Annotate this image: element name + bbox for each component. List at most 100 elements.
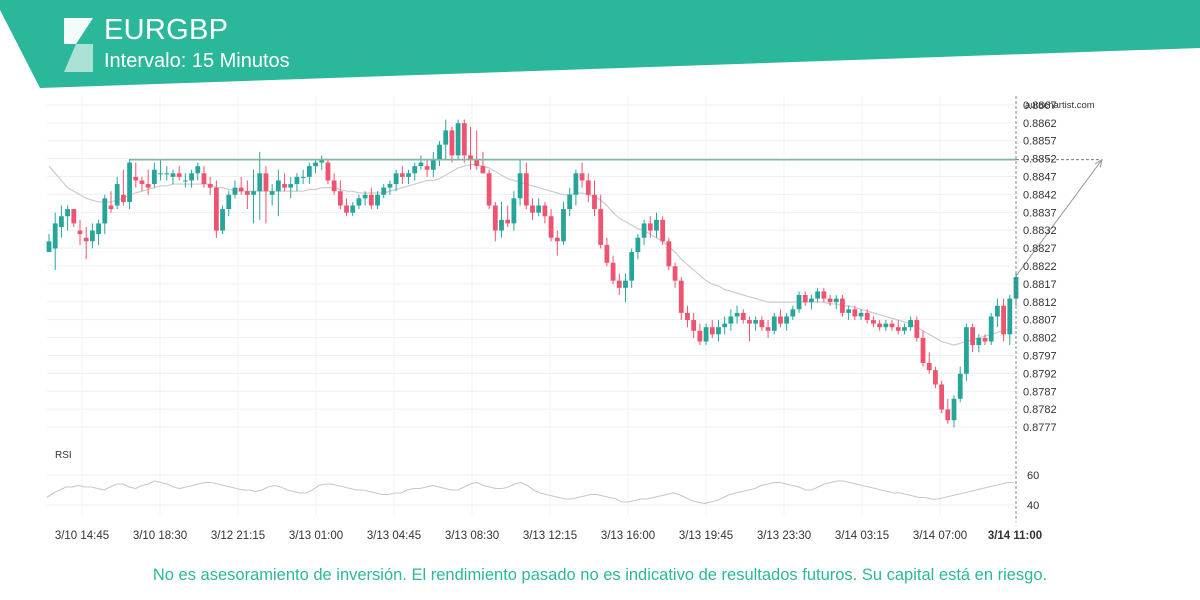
candle bbox=[660, 216, 666, 245]
candle-body bbox=[226, 194, 232, 210]
candle-body bbox=[957, 373, 963, 399]
candle-body bbox=[362, 194, 368, 199]
candle-body bbox=[592, 194, 597, 210]
candle-body bbox=[71, 209, 77, 224]
candle bbox=[176, 166, 182, 181]
candle-body bbox=[561, 209, 566, 242]
candle bbox=[790, 305, 796, 321]
candle-body bbox=[46, 241, 52, 253]
candle-body bbox=[306, 166, 312, 177]
candle-body bbox=[213, 187, 219, 231]
candle bbox=[269, 184, 275, 206]
candle-body bbox=[616, 280, 622, 288]
candle-body bbox=[288, 184, 294, 188]
candle-body bbox=[988, 316, 994, 342]
time-axis: 3/10 14:45 3/10 18:30 3/12 21:15 3/13 01:00… bbox=[55, 530, 1042, 542]
candle-body bbox=[709, 327, 715, 335]
candle bbox=[548, 209, 554, 242]
candle bbox=[833, 294, 839, 310]
candle-body bbox=[554, 237, 560, 242]
candle-body bbox=[282, 184, 287, 188]
candle-body bbox=[468, 155, 473, 159]
candle-body bbox=[294, 176, 300, 185]
candle-body bbox=[703, 327, 709, 342]
candle bbox=[83, 226, 89, 260]
candle bbox=[1007, 294, 1013, 346]
candle-body bbox=[195, 166, 201, 174]
projection-arrowhead bbox=[1094, 158, 1103, 168]
candle bbox=[709, 320, 715, 338]
candle bbox=[765, 320, 771, 338]
candle bbox=[616, 273, 622, 295]
pattern-overlays bbox=[129, 96, 1103, 522]
candle bbox=[430, 151, 436, 177]
candle-body bbox=[995, 305, 1000, 317]
candle bbox=[629, 248, 635, 288]
candle bbox=[257, 151, 263, 220]
candle-body bbox=[530, 205, 535, 213]
candle-body bbox=[598, 209, 604, 245]
candle-body bbox=[505, 219, 511, 224]
candle-body bbox=[170, 173, 176, 177]
candle-body bbox=[176, 173, 182, 177]
candle-body bbox=[65, 209, 70, 217]
candle bbox=[523, 162, 529, 210]
candle bbox=[356, 194, 362, 210]
header-background bbox=[0, 0, 1200, 88]
candle-body bbox=[77, 230, 83, 235]
candle bbox=[89, 223, 95, 249]
candle-body bbox=[796, 294, 802, 310]
candle bbox=[734, 305, 740, 324]
candle-body bbox=[102, 198, 108, 224]
candle bbox=[58, 205, 64, 238]
candle-body bbox=[145, 184, 151, 188]
x-tick-label: 3/13 16:00 bbox=[601, 530, 655, 542]
candle-body bbox=[182, 180, 188, 182]
candle bbox=[672, 262, 678, 288]
candle-body bbox=[864, 312, 870, 321]
candle bbox=[96, 219, 101, 245]
candle-body bbox=[399, 173, 405, 177]
candle-body bbox=[579, 173, 585, 181]
y-tick-label: 0.8837 bbox=[1023, 207, 1057, 219]
candle-body bbox=[263, 173, 269, 192]
candle bbox=[189, 169, 194, 188]
candle-body bbox=[982, 337, 988, 342]
candle-body bbox=[269, 191, 275, 195]
candle-body bbox=[623, 280, 628, 288]
candle-body bbox=[381, 187, 387, 195]
candle-body bbox=[951, 398, 957, 421]
candle bbox=[883, 320, 889, 331]
candle-body bbox=[877, 323, 883, 328]
y-tick-label: 0.8787 bbox=[1023, 386, 1057, 398]
candle bbox=[654, 212, 659, 238]
x-tick-label: 3/10 14:45 bbox=[55, 530, 109, 542]
candle-body bbox=[926, 362, 932, 371]
candle-body bbox=[976, 337, 982, 346]
candle-body bbox=[1007, 298, 1013, 335]
candle-body bbox=[83, 237, 89, 242]
candle bbox=[815, 287, 821, 303]
candle-body bbox=[449, 130, 455, 156]
candle-body bbox=[151, 169, 157, 185]
candle bbox=[226, 191, 232, 217]
candle bbox=[325, 158, 331, 185]
x-tick-label: 3/14 03:15 bbox=[835, 530, 889, 542]
candle bbox=[275, 169, 281, 217]
y-tick-label: 0.8807 bbox=[1023, 315, 1057, 327]
candle-body bbox=[108, 205, 114, 210]
candle bbox=[480, 151, 486, 174]
candle bbox=[461, 119, 467, 163]
y-tick-label: 0.8797 bbox=[1023, 350, 1057, 362]
watermark: autochartist.com bbox=[1025, 100, 1095, 111]
candle bbox=[201, 166, 207, 188]
candle-body bbox=[474, 158, 480, 167]
candle bbox=[542, 201, 548, 224]
candle bbox=[381, 184, 387, 199]
candle-body bbox=[827, 298, 833, 303]
candle bbox=[133, 162, 139, 188]
chart-grid bbox=[47, 96, 1019, 515]
candle bbox=[604, 237, 610, 267]
candle bbox=[65, 205, 70, 231]
candle-body bbox=[920, 337, 926, 363]
